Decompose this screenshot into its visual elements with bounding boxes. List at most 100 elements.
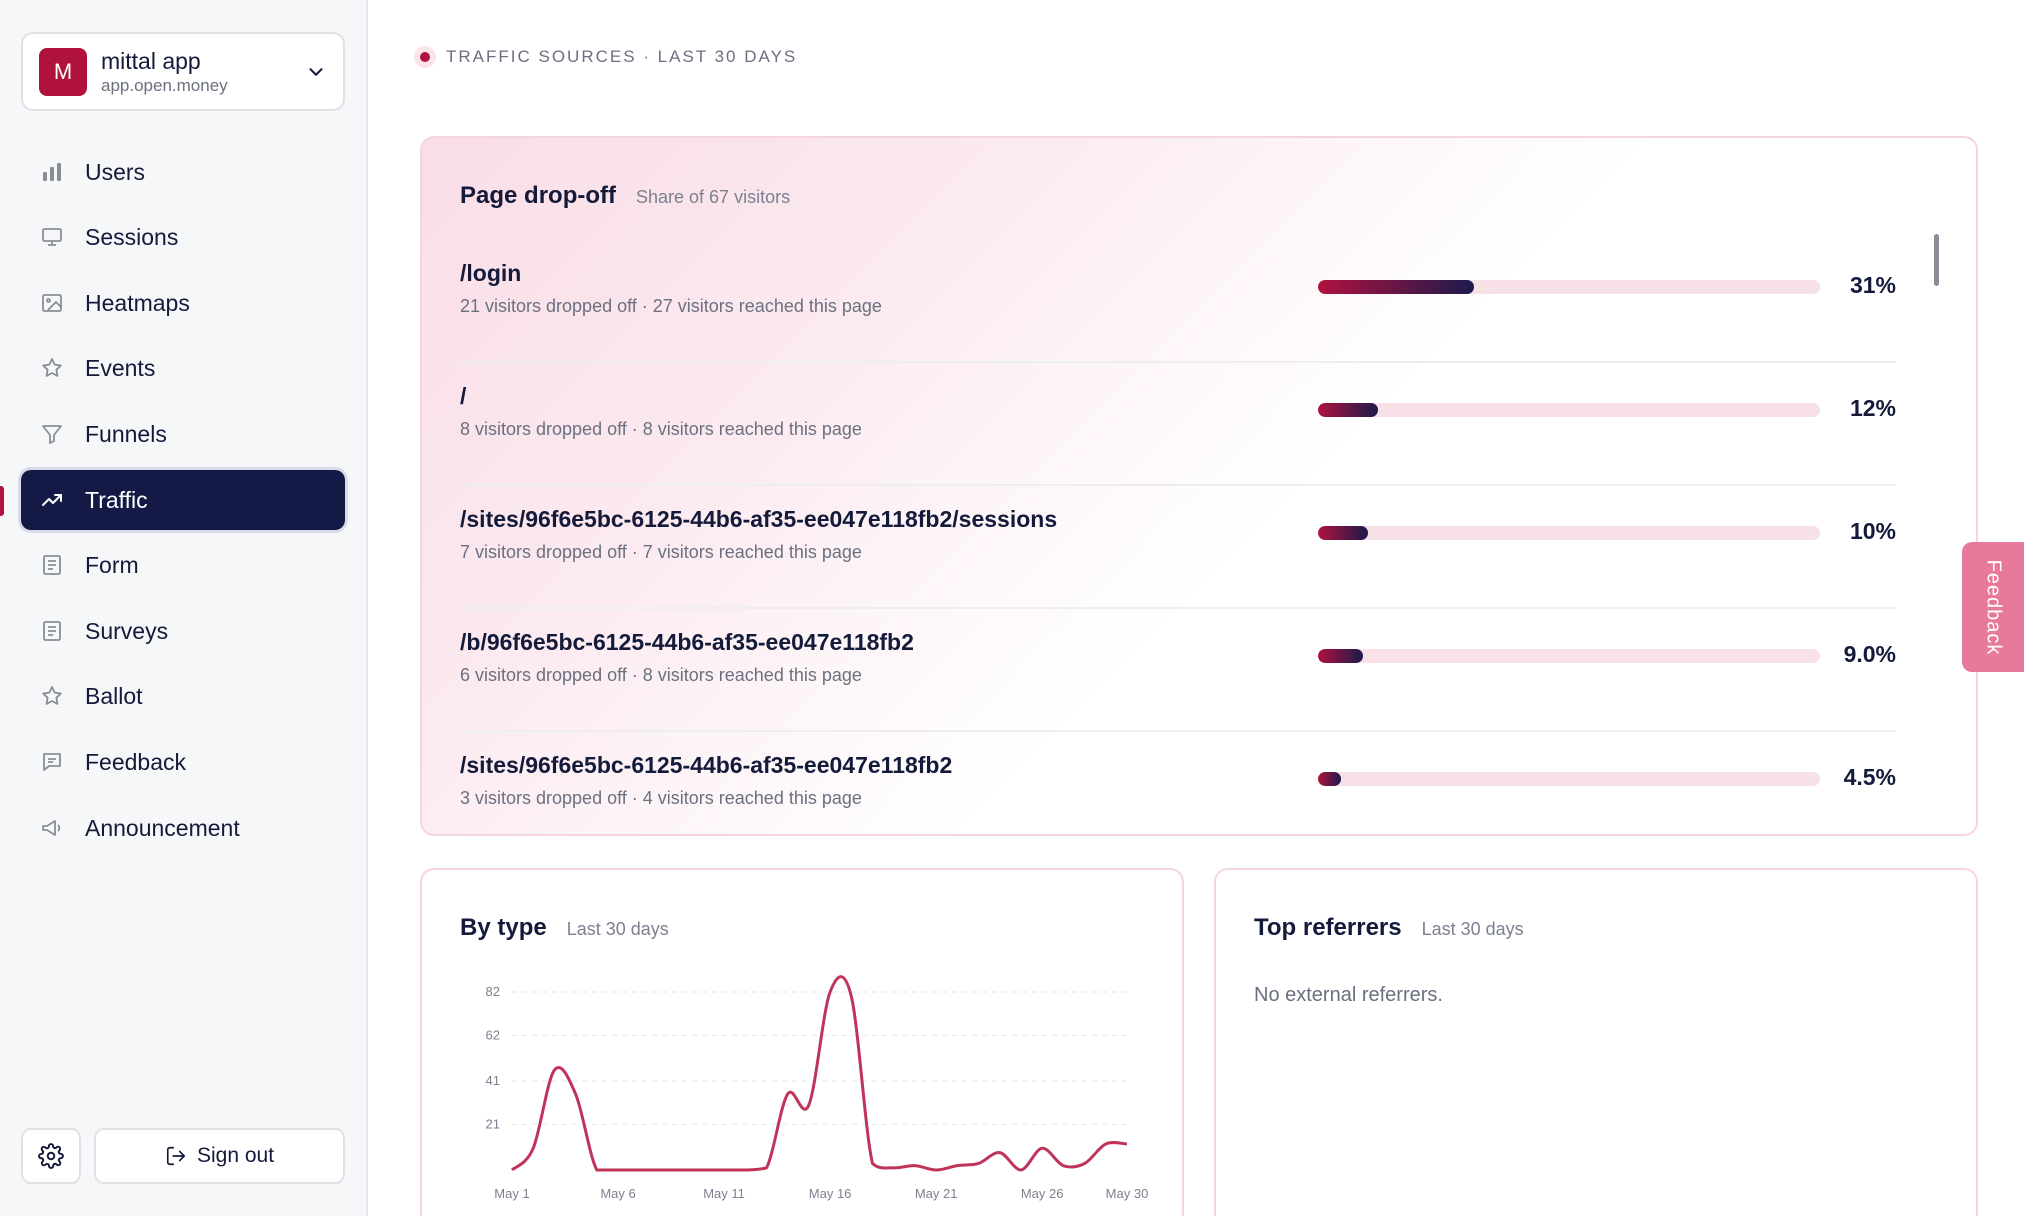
sidebar-item-heatmaps[interactable]: Heatmaps bbox=[21, 273, 345, 333]
section-label: TRAFFIC SOURCES · LAST 30 DAYS bbox=[414, 46, 797, 68]
section-label-text: TRAFFIC SOURCES · LAST 30 DAYS bbox=[446, 47, 798, 66]
sidebar-item-label: Announcement bbox=[85, 814, 240, 841]
status-dot-icon bbox=[414, 46, 436, 68]
dropoff-detail: 6 visitors dropped off · 8 visitors reac… bbox=[460, 665, 862, 685]
dropoff-row[interactable]: /sites/96f6e5bc-6125-44b6-af35-ee047e118… bbox=[460, 732, 1896, 834]
dropoff-bar bbox=[1318, 403, 1820, 417]
image-icon bbox=[39, 290, 65, 316]
sidebar: M mittal app app.open.money Users Sessio… bbox=[0, 0, 368, 1216]
dropoff-bar bbox=[1318, 649, 1820, 663]
feedback-tab-label: Feedback bbox=[1982, 559, 2005, 655]
dropoff-row[interactable]: /login 21 visitors dropped off · 27 visi… bbox=[460, 240, 1896, 363]
sidebar-item-label: Users bbox=[85, 158, 146, 185]
dropoff-percent: 9.0% bbox=[1843, 641, 1896, 667]
by-type-header: By type Last 30 days bbox=[460, 914, 669, 942]
filter-icon bbox=[39, 421, 65, 447]
y-tick-label: 21 bbox=[486, 1116, 500, 1131]
survey-icon bbox=[39, 618, 65, 644]
sidebar-item-surveys[interactable]: Surveys bbox=[21, 601, 345, 661]
dropoff-bar-fill bbox=[1318, 772, 1341, 786]
star-icon bbox=[39, 683, 65, 709]
page-dropoff-header: Page drop-off Share of 67 visitors bbox=[460, 182, 790, 210]
sidebar-item-label: Sessions bbox=[85, 223, 179, 250]
monitor-icon bbox=[39, 224, 65, 250]
sidebar-item-label: Funnels bbox=[85, 420, 167, 447]
sidebar-item-traffic[interactable]: Traffic bbox=[21, 470, 345, 530]
x-tick-label: May 1 bbox=[494, 1186, 529, 1201]
sign-out-label: Sign out bbox=[196, 1144, 275, 1167]
x-tick-label: May 26 bbox=[1021, 1186, 1064, 1201]
sidebar-item-label: Surveys bbox=[85, 617, 169, 644]
dropoff-bar bbox=[1318, 280, 1820, 294]
dropoff-bar-fill bbox=[1318, 649, 1364, 663]
star-icon bbox=[39, 355, 65, 381]
gear-icon bbox=[38, 1143, 64, 1169]
dropoff-row[interactable]: / 8 visitors dropped off · 8 visitors re… bbox=[460, 363, 1896, 486]
dropoff-detail: 21 visitors dropped off · 27 visitors re… bbox=[460, 296, 882, 316]
sidebar-item-label: Traffic bbox=[85, 486, 148, 513]
sidebar-item-events[interactable]: Events bbox=[21, 338, 345, 398]
chevron-down-icon bbox=[309, 67, 323, 76]
message-icon bbox=[39, 749, 65, 775]
y-tick-label: 41 bbox=[486, 1073, 500, 1088]
trending-up-icon bbox=[39, 487, 65, 513]
dropoff-row[interactable]: /sites/96f6e5bc-6125-44b6-af35-ee047e118… bbox=[460, 486, 1896, 609]
sidebar-item-sessions[interactable]: Sessions bbox=[21, 207, 345, 267]
dropoff-path: /sites/96f6e5bc-6125-44b6-af35-ee047e118… bbox=[460, 752, 953, 778]
page-dropoff-title: Page drop-off bbox=[460, 182, 616, 209]
by-type-subtitle: Last 30 days bbox=[566, 919, 669, 939]
series-line bbox=[510, 975, 1128, 1172]
top-referrers-title: Top referrers bbox=[1254, 914, 1402, 941]
scrollbar-thumb[interactable] bbox=[1934, 234, 1939, 286]
sidebar-item-label: Ballot bbox=[85, 682, 143, 709]
dropoff-detail: 8 visitors dropped off · 8 visitors reac… bbox=[460, 419, 862, 439]
page-dropoff-card: Page drop-off Share of 67 visitors /logi… bbox=[420, 136, 1978, 836]
sidebar-item-form[interactable]: Form bbox=[21, 535, 345, 595]
sidebar-item-announcement[interactable]: Announcement bbox=[21, 798, 345, 858]
page-dropoff-subtitle: Share of 67 visitors bbox=[636, 187, 791, 207]
dropoff-percent: 10% bbox=[1849, 518, 1896, 544]
sidebar-item-label: Heatmaps bbox=[85, 289, 190, 316]
feedback-tab[interactable]: Feedback bbox=[1962, 542, 2024, 672]
sign-out-icon bbox=[166, 1146, 186, 1166]
sidebar-item-label: Feedback bbox=[85, 748, 187, 775]
sidebar-item-label: Events bbox=[85, 354, 156, 381]
top-referrers-subtitle: Last 30 days bbox=[1421, 919, 1524, 939]
dropoff-bar-fill bbox=[1318, 403, 1379, 417]
dropoff-bar-fill bbox=[1318, 280, 1474, 294]
dropoff-percent: 31% bbox=[1849, 272, 1896, 298]
form-icon bbox=[39, 552, 65, 578]
sidebar-item-ballot[interactable]: Ballot bbox=[21, 666, 345, 726]
dropoff-row[interactable]: /b/96f6e5bc-6125-44b6-af35-ee047e118fb2 … bbox=[460, 609, 1896, 732]
x-tick-label: May 30 bbox=[1106, 1186, 1149, 1201]
bar-chart-icon bbox=[39, 159, 65, 185]
dropoff-path: /login bbox=[460, 260, 522, 286]
app-domain: app.open.money bbox=[101, 75, 228, 95]
y-tick-label: 62 bbox=[486, 1027, 500, 1042]
by-type-title: By type bbox=[460, 914, 547, 941]
dropoff-detail: 7 visitors dropped off · 7 visitors reac… bbox=[460, 542, 862, 562]
dropoff-percent: 4.5% bbox=[1843, 764, 1896, 790]
app-switcher[interactable]: M mittal app app.open.money bbox=[21, 32, 345, 111]
settings-button[interactable] bbox=[21, 1128, 81, 1184]
sign-out-button[interactable]: Sign out bbox=[94, 1128, 345, 1184]
dropoff-path: /sites/96f6e5bc-6125-44b6-af35-ee047e118… bbox=[460, 506, 1058, 532]
top-referrers-header: Top referrers Last 30 days bbox=[1254, 914, 1524, 942]
dropoff-bar bbox=[1318, 526, 1820, 540]
dropoff-bar bbox=[1318, 772, 1820, 786]
traffic-line-chart: 21 41 62 82 May 1 May 6 May 11 May 16 May 21 May … bbox=[486, 975, 1149, 1201]
megaphone-icon bbox=[39, 815, 65, 841]
active-nav-marker bbox=[0, 486, 4, 516]
empty-referrers-text: No external referrers. bbox=[1254, 984, 1443, 1006]
sidebar-item-funnels[interactable]: Funnels bbox=[21, 404, 345, 464]
x-tick-label: May 16 bbox=[809, 1186, 852, 1201]
sidebar-item-feedback[interactable]: Feedback bbox=[21, 732, 345, 792]
dropoff-bar-fill bbox=[1318, 526, 1369, 540]
dropoff-path: /b/96f6e5bc-6125-44b6-af35-ee047e118fb2 bbox=[460, 629, 914, 655]
top-referrers-card: Top referrers Last 30 days No external r… bbox=[1214, 868, 1978, 1216]
sidebar-item-users[interactable]: Users bbox=[21, 142, 345, 202]
dropoff-path: / bbox=[460, 383, 467, 409]
dropoff-percent: 12% bbox=[1849, 395, 1896, 421]
app-avatar: M bbox=[39, 47, 87, 96]
dropoff-detail: 3 visitors dropped off · 4 visitors reac… bbox=[460, 788, 862, 808]
